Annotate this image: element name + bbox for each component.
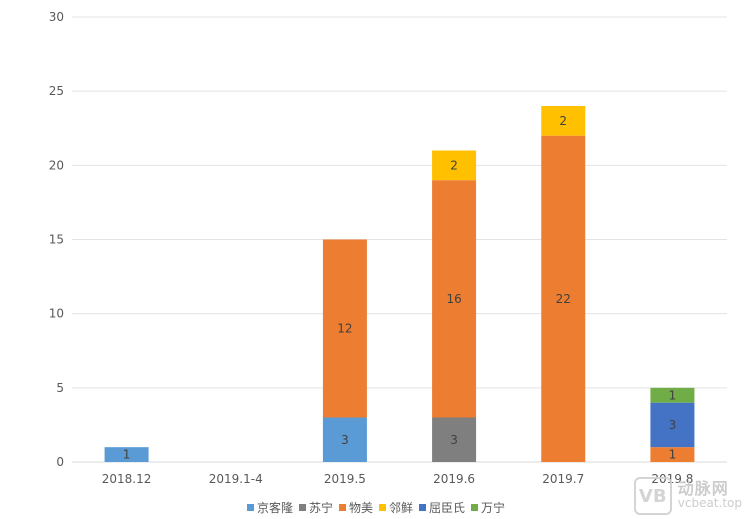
legend-label: 屈臣氏 (429, 500, 466, 515)
data-label: 3 (341, 433, 349, 447)
data-label: 1 (123, 448, 131, 462)
legend-swatch (419, 503, 427, 511)
bar-segment (541, 106, 586, 136)
bar-segment (104, 447, 149, 462)
legend-swatch (246, 503, 254, 511)
data-label: 3 (450, 433, 458, 447)
legend-swatch (298, 503, 306, 511)
data-label: 3 (669, 418, 677, 432)
bar-segment (650, 402, 695, 448)
legend-swatch (471, 503, 479, 511)
y-tick-label: 10 (49, 307, 64, 321)
legend-item: 苏宁 (298, 499, 333, 516)
data-label: 16 (446, 292, 461, 306)
y-tick-label: 5 (56, 381, 64, 395)
y-tick-label: 15 (49, 233, 64, 247)
x-tick-label: 2019.8 (651, 472, 693, 486)
x-tick-label: 2019.6 (433, 472, 475, 486)
data-label: 22 (556, 292, 571, 306)
y-tick-label: 30 (49, 10, 64, 24)
data-label: 2 (559, 114, 567, 128)
y-tick-label: 25 (49, 84, 64, 98)
data-label: 2 (450, 158, 458, 172)
bar-segment (541, 135, 586, 462)
x-tick-label: 2019.5 (324, 472, 366, 486)
x-tick-label: 2018.12 (102, 472, 152, 486)
data-label: 12 (337, 322, 352, 336)
bar-segment (432, 417, 477, 462)
watermark-logo: VB (633, 477, 672, 515)
data-label: 1 (669, 448, 677, 462)
y-tick-label: 20 (49, 158, 64, 172)
legend-label: 苏宁 (308, 500, 333, 515)
bar-segment (650, 387, 695, 403)
legend-item: 万宁 (471, 499, 505, 516)
legend-item: 物美 (338, 499, 373, 516)
legend-item: 屈臣氏 (419, 499, 465, 516)
watermark-url: vcbeat.top (677, 496, 742, 510)
legend-swatch (338, 503, 346, 511)
x-tick-label: 2019.1-4 (209, 472, 263, 486)
y-tick-label: 0 (56, 455, 64, 469)
data-label: 1 (669, 388, 677, 402)
bar-segment (432, 180, 477, 418)
legend-label: 物美 (348, 500, 373, 515)
legend-label: 万宁 (481, 500, 506, 515)
bar-segment (322, 417, 367, 462)
legend-swatch (379, 503, 386, 511)
legend-item: 京客隆 (246, 499, 293, 516)
watermark: VB 动脉网 vcbeat.top (633, 477, 742, 515)
legend-item: 邻鲜 (379, 499, 413, 516)
legend-label: 邻鲜 (389, 500, 414, 515)
bar-segment (432, 150, 477, 181)
chart-legend: 京客隆 苏宁 物美 邻鲜 屈臣氏 万宁 (0, 497, 752, 517)
bar-segment (650, 447, 695, 462)
bar-segment (322, 239, 367, 418)
watermark-text: 动脉网 (677, 479, 729, 498)
x-tick-label: 2019.7 (542, 472, 584, 486)
legend-label: 京客隆 (256, 500, 293, 515)
